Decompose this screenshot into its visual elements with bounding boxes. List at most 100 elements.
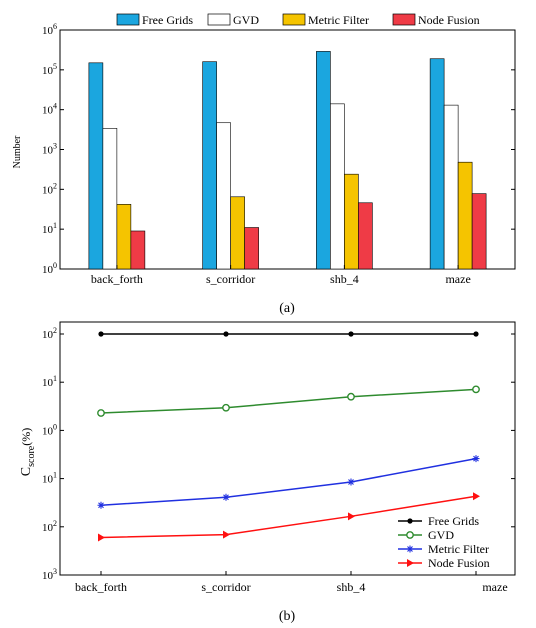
bar-x-tick-label: maze — [445, 272, 470, 286]
line-y-tick-label: 102 — [42, 519, 57, 534]
bar-y-tick-label: 101 — [42, 221, 57, 236]
line-legend-label: Free Grids — [428, 514, 479, 528]
line-series — [97, 331, 480, 542]
line-point — [98, 533, 105, 542]
line-y-tick-label-exp: 2 — [53, 326, 57, 335]
line-x-tick-label: maze — [482, 580, 507, 594]
bar-legend-label: GVD — [233, 13, 259, 27]
bar — [230, 196, 245, 270]
line-point — [348, 512, 355, 521]
line-point — [407, 559, 414, 567]
bar-y-tick-label: 102 — [42, 181, 57, 196]
line-y-label-sub: score — [26, 445, 37, 467]
line-x-tick-label: s_corridor — [201, 580, 250, 594]
line-point — [222, 493, 230, 501]
line-point — [406, 531, 414, 539]
line-y-tick-label-exp: 1 — [53, 374, 57, 383]
bar — [471, 193, 487, 270]
bar-series — [88, 51, 487, 270]
bar — [102, 128, 118, 270]
bar-chart-panel: Free Grids GVD Metric Filter Node Fusion 10… — [12, 13, 516, 316]
bar-x-tick-label: shb_4 — [330, 272, 359, 286]
bar-y-tick-label-exp: 5 — [53, 62, 57, 71]
line-y-tick-label-base: 10 — [42, 522, 54, 534]
line-y-tick-label: 101 — [42, 374, 57, 389]
series-line — [100, 388, 477, 414]
bar — [130, 230, 146, 270]
line-point — [223, 530, 230, 539]
bar — [358, 202, 373, 270]
bar-y-tick-label-exp: 2 — [53, 181, 57, 190]
line-y-tick-label: 102 — [42, 326, 57, 341]
line-point — [348, 331, 354, 337]
bar-y-tick-label-base: 10 — [42, 224, 54, 236]
bar-legend-swatch — [207, 13, 231, 26]
line-legend-label: Metric Filter — [428, 542, 489, 556]
bar-legend-label: Metric Filter — [308, 13, 369, 27]
bar-y-tick-label: 104 — [42, 102, 57, 117]
line-y-tick-label-exp: 2 — [53, 519, 57, 528]
line-y-axis-label: Cscore(%) — [19, 428, 37, 476]
bar-y-tick-label-base: 10 — [42, 145, 54, 157]
bar-x-tick-label: back_forth — [91, 272, 143, 286]
line-point — [347, 478, 355, 486]
bar-y-tick-label: 100 — [42, 261, 57, 276]
bar-legend-label: Free Grids — [142, 13, 193, 27]
line-point — [407, 518, 413, 524]
bar — [116, 204, 132, 270]
line-y-tick-label: 103 — [42, 567, 57, 582]
bar-y-axis-label: Number — [12, 135, 23, 168]
panel-b-label: (b) — [279, 609, 296, 624]
line-y-tick-label-base: 10 — [42, 377, 54, 389]
line-y-tick-label-exp: 3 — [53, 567, 57, 576]
line-y-label-main: C — [19, 467, 34, 476]
bar-legend-swatch — [116, 13, 140, 26]
bar — [202, 61, 217, 270]
line-point — [222, 403, 230, 412]
bar-legend: Free Grids GVD Metric Filter Node Fusion — [116, 13, 480, 27]
line-y-tick-label-base: 10 — [42, 329, 54, 341]
line-legend-label: Node Fusion — [428, 556, 490, 570]
panel-a-label: (a) — [279, 301, 295, 316]
bar — [443, 104, 459, 270]
bar-y-tick-label-base: 10 — [42, 105, 54, 117]
line-plot-frame — [59, 321, 516, 576]
bar — [344, 173, 359, 270]
bar-y-tick-label: 103 — [42, 142, 57, 157]
bar — [216, 122, 231, 270]
line-x-tick-label: shb_4 — [337, 580, 366, 594]
bar — [88, 62, 104, 270]
line-y-tick-label: 100 — [42, 422, 57, 437]
bar-legend-swatch — [392, 13, 416, 26]
bar-y-tick-label-base: 10 — [42, 184, 54, 196]
line-point — [473, 492, 480, 501]
bar-x-tick-label: s_corridor — [206, 272, 255, 286]
line-point — [347, 392, 355, 401]
line-y-tick-label-base: 10 — [42, 570, 54, 582]
line-y-tick-label: 101 — [42, 471, 57, 486]
bar-y-tick-label-exp: 0 — [53, 261, 57, 270]
bar-y-tick-label: 106 — [42, 22, 57, 37]
line-point — [223, 331, 229, 337]
bar-y-tick-label-exp: 6 — [53, 22, 57, 31]
line-y-tick-label-exp: 0 — [53, 422, 57, 431]
series-line — [100, 457, 477, 506]
bar-y-tick-label-base: 10 — [42, 264, 54, 276]
line-y-label-unit: (%) — [19, 428, 33, 446]
bar — [429, 58, 445, 270]
line-point — [98, 331, 104, 337]
bar — [244, 227, 259, 270]
bar-y-tick-label-base: 10 — [42, 25, 54, 37]
line-point — [406, 545, 414, 553]
bar-y-tick-label-exp: 3 — [53, 142, 57, 151]
bar-x-axis: back_forth s_corridor shb_4 maze — [91, 265, 471, 286]
bar — [330, 103, 345, 270]
bar — [316, 51, 331, 270]
bar-y-tick-label-exp: 4 — [53, 102, 57, 111]
series-line — [100, 495, 477, 539]
